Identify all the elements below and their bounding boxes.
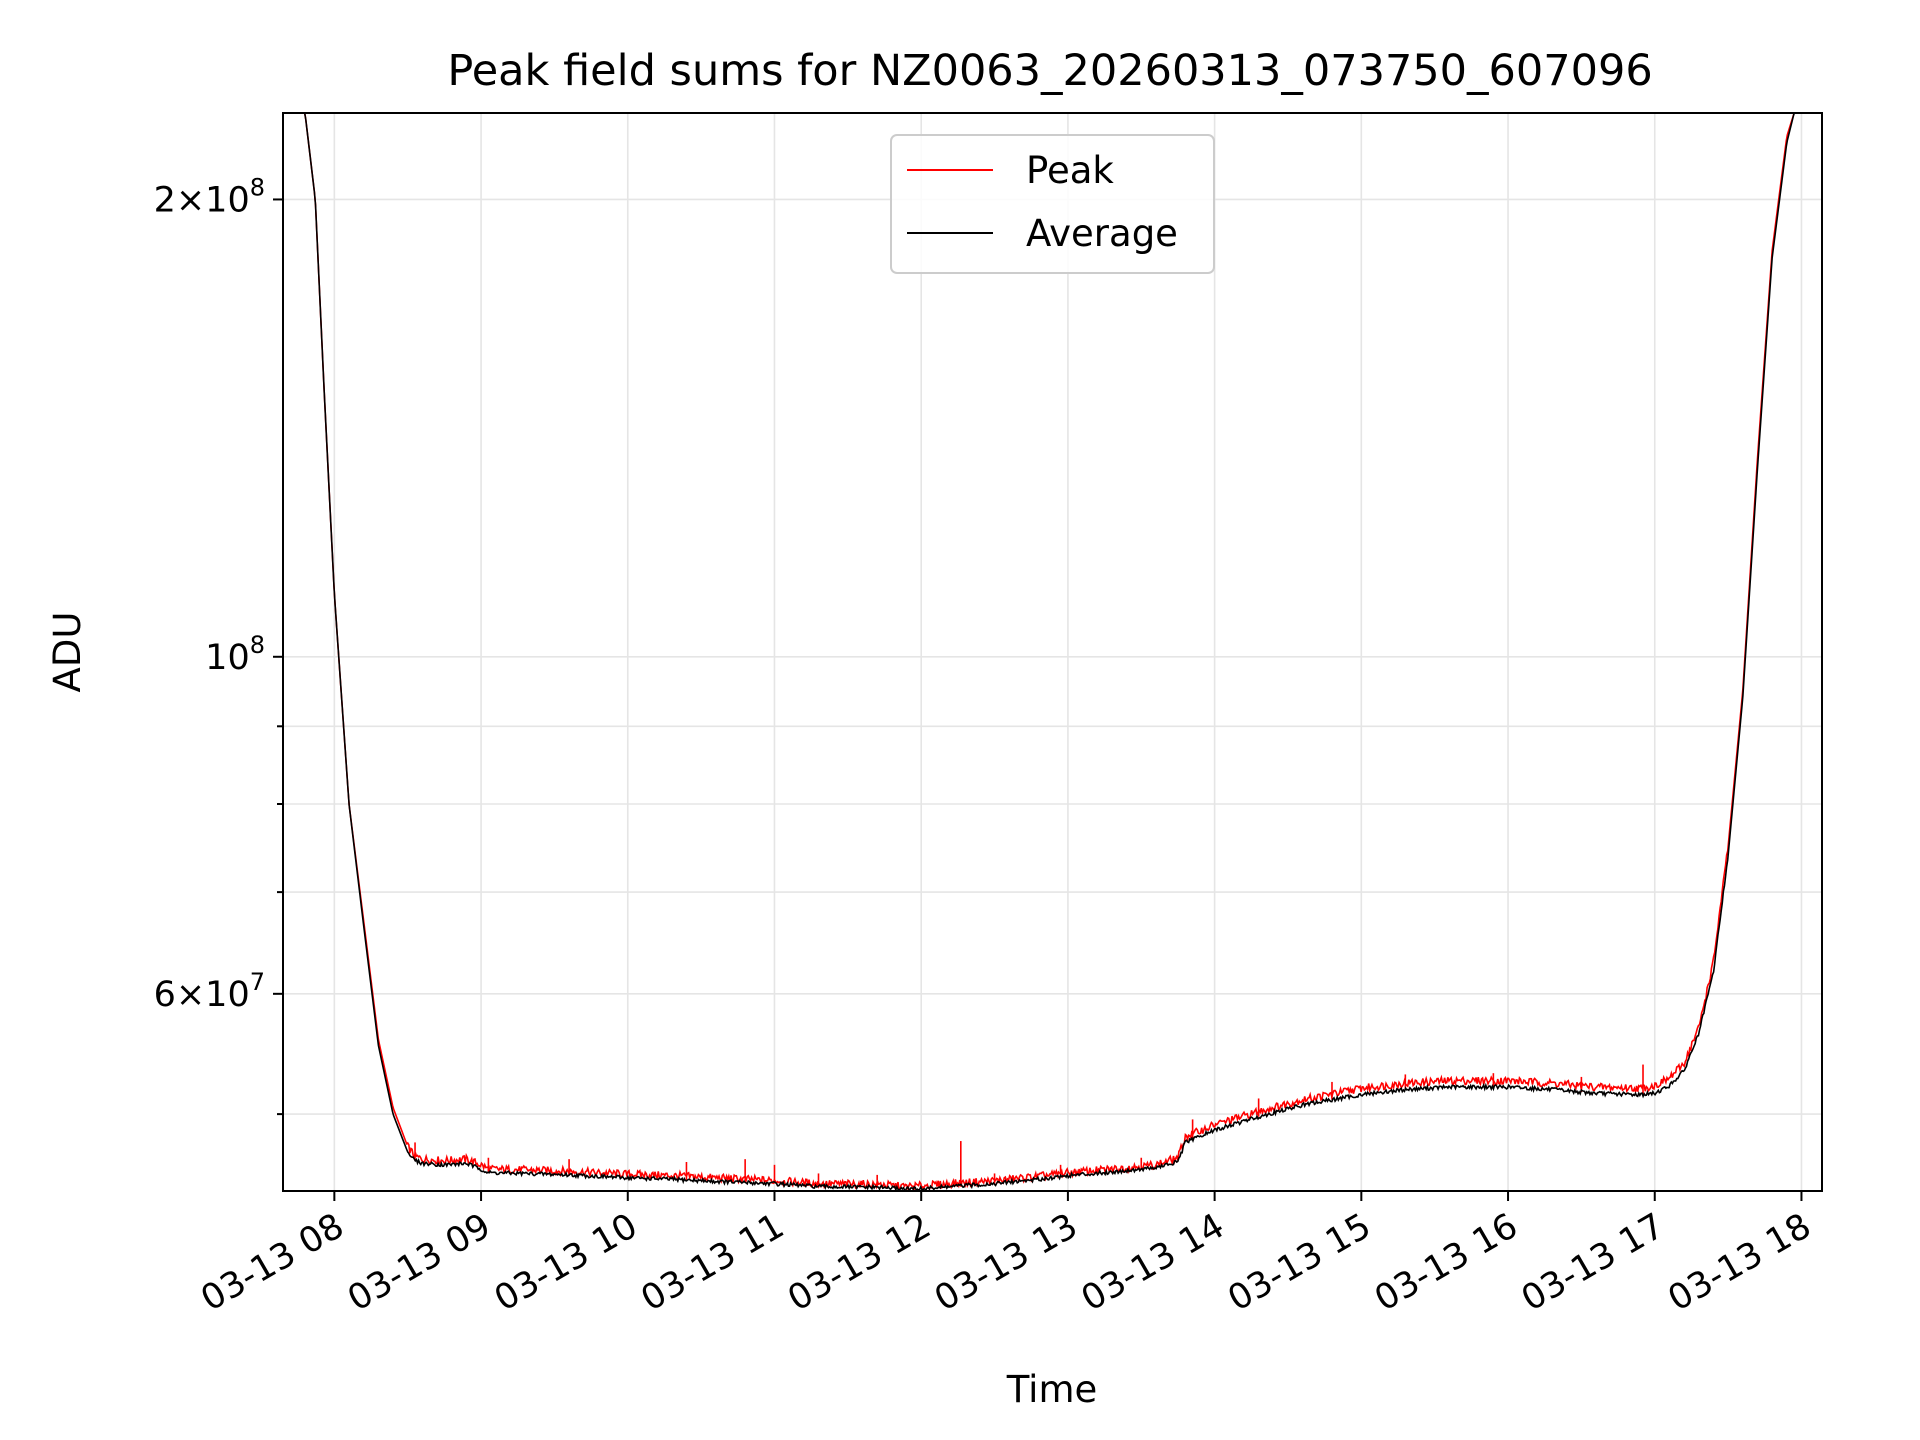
legend: Peak Average — [890, 134, 1215, 274]
legend-peak-label: Peak — [1026, 149, 1114, 192]
series-peak-line — [283, 113, 1802, 1191]
y-tick-label-1: 108 — [205, 631, 265, 678]
series-average-line — [283, 113, 1802, 1191]
legend-average-label: Average — [1026, 212, 1178, 255]
y-axis-label: ADU — [46, 612, 89, 693]
y-tick-label-2: 6×107 — [154, 968, 265, 1015]
y-axis: 2×108 108 6×107 — [154, 173, 283, 1116]
chart-title: Peak field sums for NZ0063_20260313_0737… — [447, 46, 1652, 96]
y-tick-label-0: 2×108 — [154, 173, 265, 220]
series-layer — [283, 113, 1802, 1191]
plot-frame — [282, 112, 1823, 1192]
grid — [283, 113, 1822, 1191]
x-axis-label: Time — [1006, 1368, 1098, 1411]
